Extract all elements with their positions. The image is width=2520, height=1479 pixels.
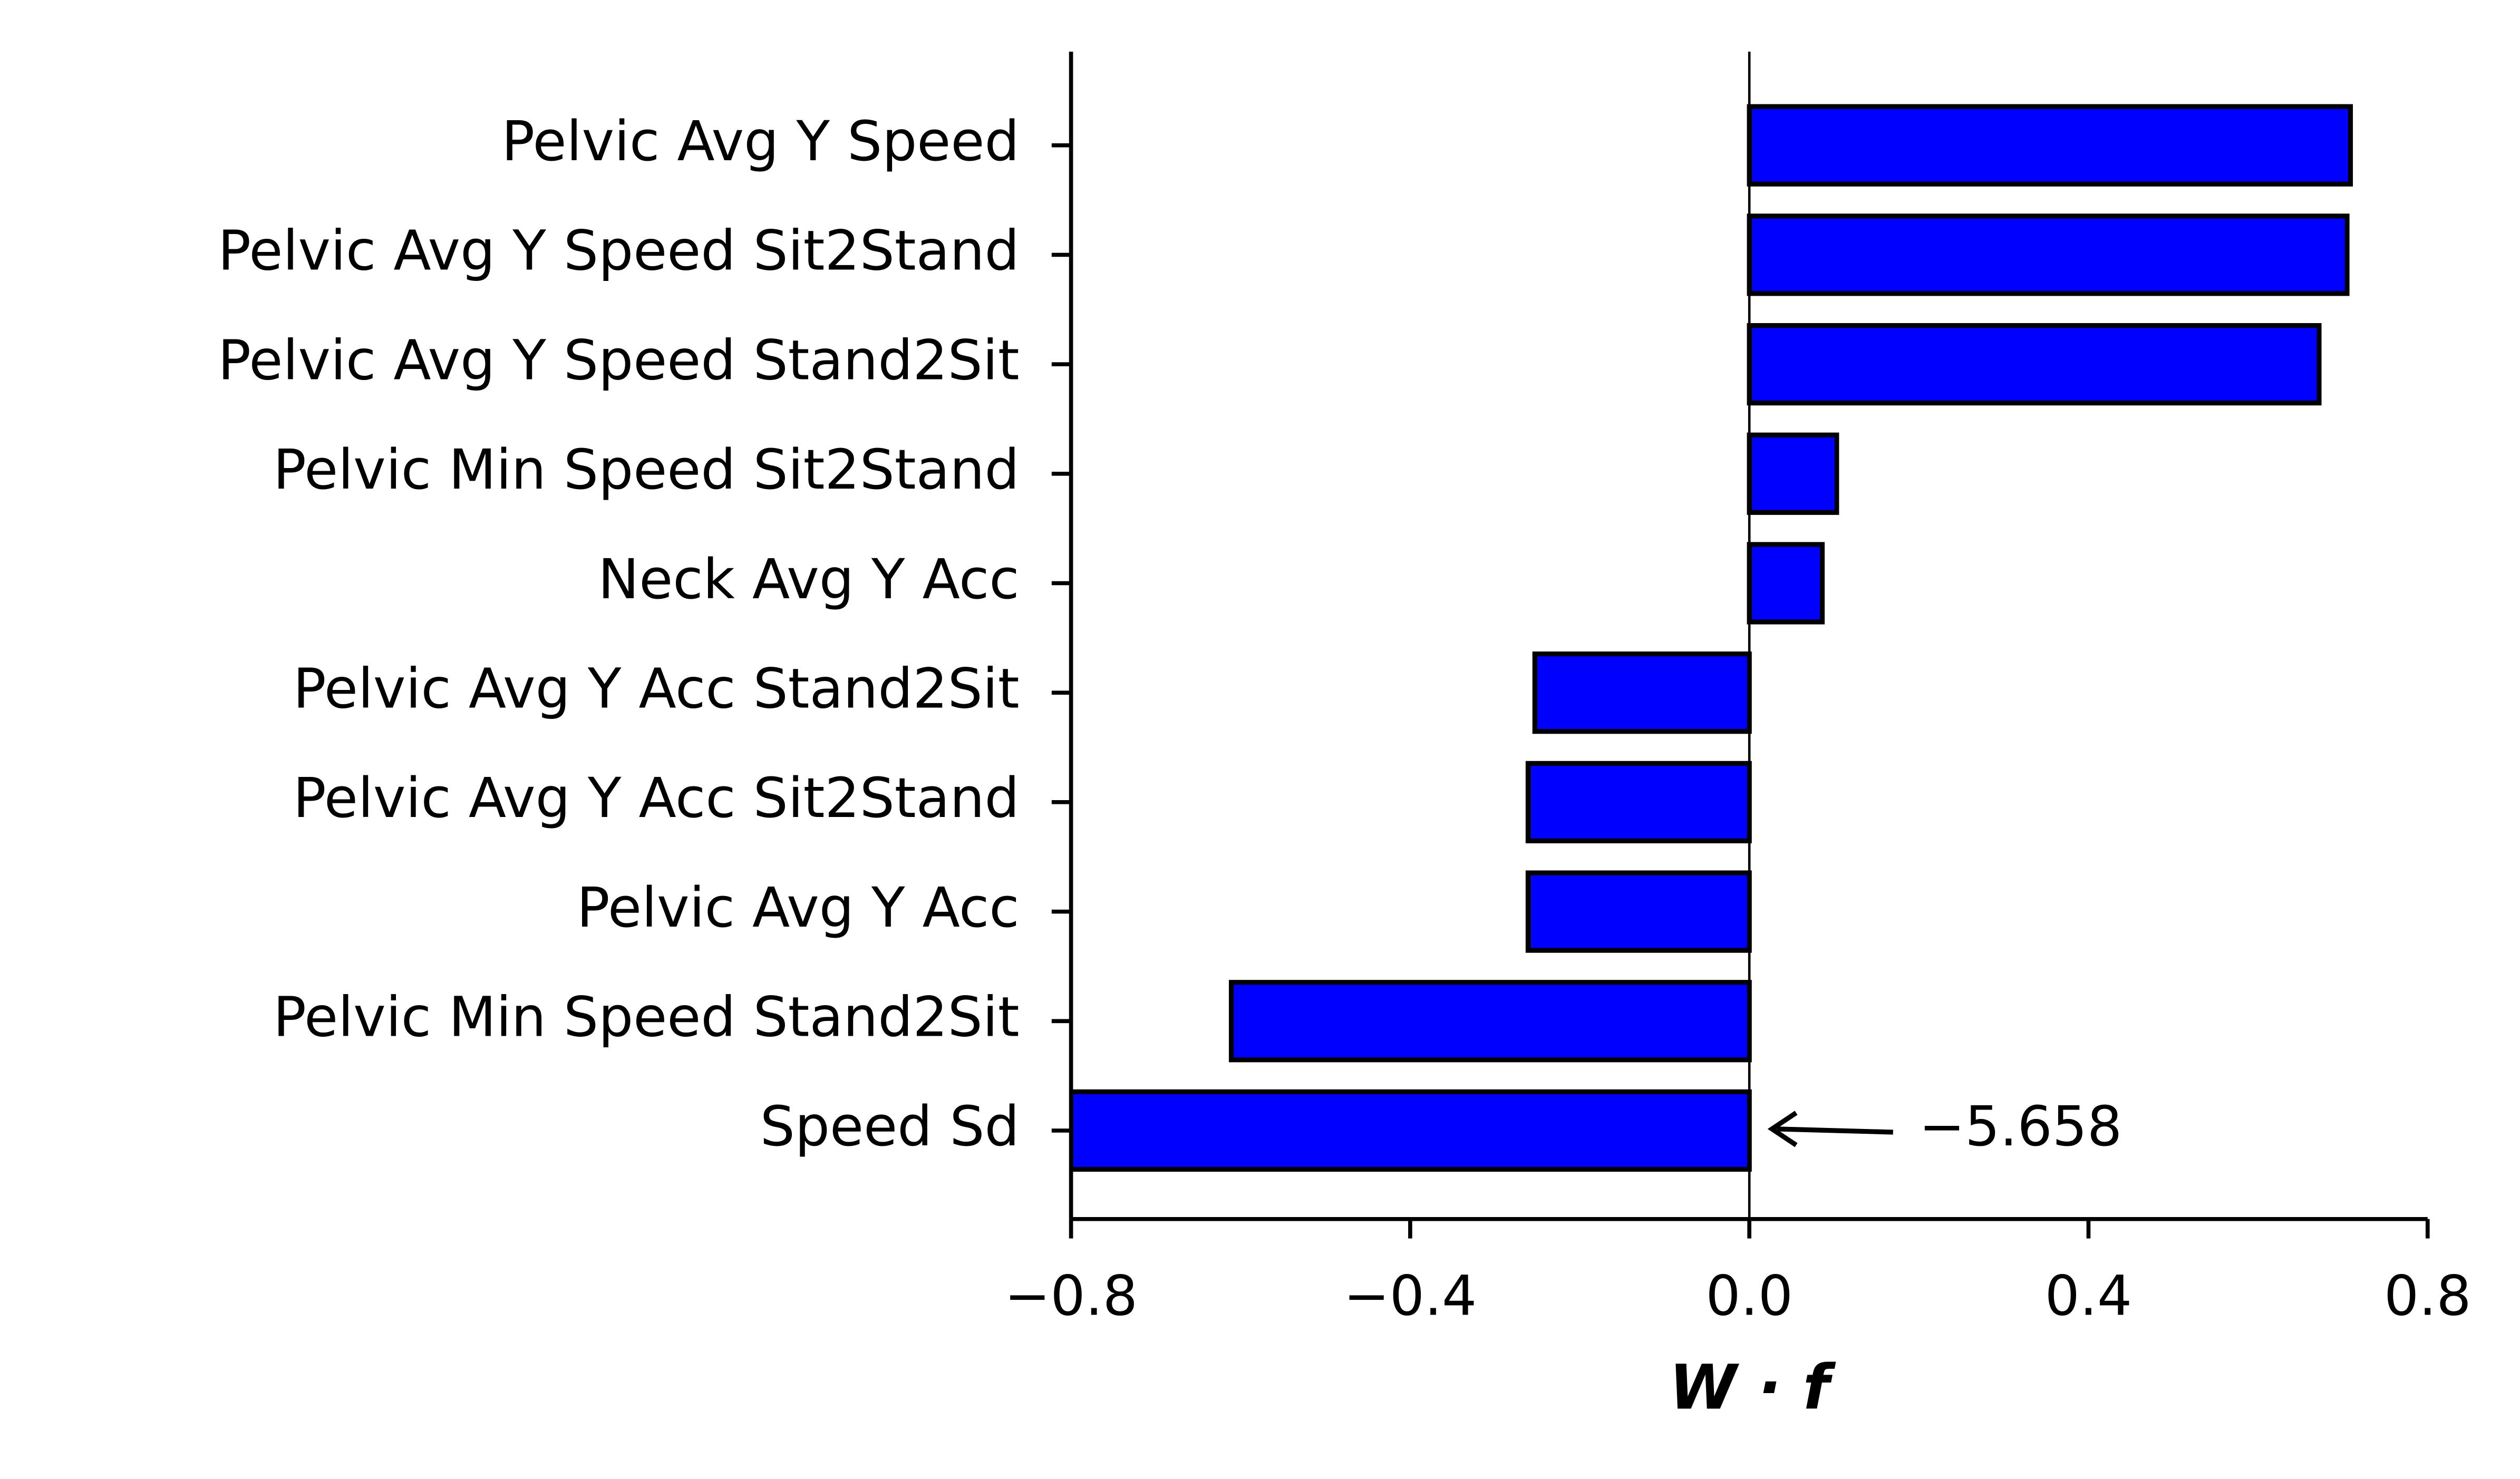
bar [1747,104,2353,187]
bar [1525,870,1752,953]
annotation-arrow [1777,1126,1893,1135]
y-tick-label: Pelvic Avg Y Speed Stand2Sit [218,328,1019,392]
y-tick-label: Pelvic Avg Y Speed Sit2Stand [218,219,1019,283]
y-tick-label: Pelvic Avg Y Acc Stand2Sit [293,656,1020,721]
y-tick-label: Pelvic Avg Y Acc Sit2Stand [293,766,1020,830]
annotation-arrowhead [1767,1111,1798,1147]
bar [1228,980,1752,1063]
x-tick-label: −0.4 [1343,1263,1477,1328]
y-tick-label: Neck Avg Y Acc [598,547,1019,611]
y-tick-label: Pelvic Min Speed Sit2Stand [273,437,1019,502]
x-axis-label: W · f [1669,1352,1836,1423]
plot-area [1071,104,2353,1172]
y-tick-label: Speed Sd [760,1094,1020,1159]
x-tick-label: 0.8 [2384,1263,2471,1328]
x-tick-label: 0.0 [1705,1263,1793,1328]
y-tick-label: Pelvic Min Speed Stand2Sit [273,985,1019,1049]
bar [1747,323,2322,406]
bar [1747,542,1825,625]
bar [1747,432,1839,515]
x-tick-label: 0.4 [2045,1263,2133,1328]
bar [1532,651,1752,734]
x-tick-label: −0.8 [1004,1263,1138,1328]
y-tick-label: Pelvic Avg Y Acc [577,875,1020,940]
y-tick-label: Pelvic Avg Y Speed [501,109,1019,173]
bar [1747,213,2350,296]
bar [1525,761,1752,843]
value-label: −5.658 [1919,1094,2122,1159]
